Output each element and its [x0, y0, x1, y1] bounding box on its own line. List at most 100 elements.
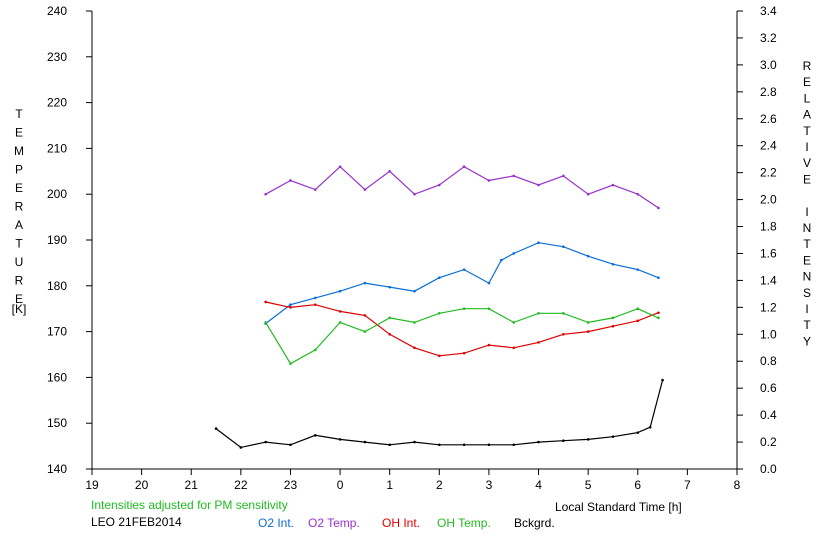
series-point [562, 311, 565, 315]
series-point [289, 303, 292, 306]
ylabel-right-char: R [803, 59, 812, 73]
x-tick-label: 19 [85, 478, 99, 492]
series-point [537, 241, 540, 244]
ylabel-right-char: Y [803, 334, 811, 348]
series-point [338, 289, 342, 293]
x-tick-label: 2 [436, 478, 443, 492]
series-point [313, 188, 317, 191]
plot-area: 19 20 21 22 23 0 1 2 3 4 5 6 7 8 14015016017018019020… [47, 4, 777, 492]
x-tick-label: 1 [386, 478, 393, 492]
series-point [438, 311, 441, 315]
series-point [562, 332, 565, 336]
series-point [388, 316, 391, 320]
series-point [636, 307, 640, 311]
series-point [462, 268, 466, 271]
x-tick-label: 21 [185, 478, 199, 492]
y-tick-label: 160 [47, 370, 67, 384]
ylabel-right-char: I [805, 302, 808, 316]
series-point [388, 170, 391, 173]
station-label: LEO 21FEB2014 [91, 515, 182, 529]
series-point [338, 165, 342, 169]
series-point [462, 307, 466, 311]
y-tick-label: 230 [47, 50, 67, 64]
x-tick-label: 0 [337, 478, 344, 492]
series-point [512, 321, 516, 324]
y-tick-label: 220 [47, 96, 67, 110]
series-point [239, 446, 243, 449]
y-tick-label: 170 [47, 325, 67, 339]
y-tick-label: 240 [47, 4, 67, 18]
series-point [611, 316, 615, 320]
x-tick-label: 7 [684, 478, 691, 492]
series-point [487, 179, 491, 182]
series-point [462, 165, 466, 169]
ylabel-right-char: I [805, 140, 808, 154]
y2-tick-label: 1.8 [760, 220, 777, 234]
x-tick-label: 6 [634, 478, 641, 492]
y2-tick-label: 1.6 [760, 246, 777, 260]
legend-o2-int: O2 Int. [258, 516, 295, 530]
series-point [413, 346, 416, 350]
series-point [264, 321, 267, 324]
series-point [264, 300, 267, 304]
y2-tick-label: 3.4 [760, 4, 777, 18]
series-point [611, 435, 615, 438]
ylabel-left-char: A [15, 218, 23, 232]
series-point [657, 316, 660, 320]
series-line-2 [265, 301, 659, 357]
series-point [313, 296, 317, 300]
ylabel-left-char: E [15, 292, 23, 306]
ylabel-right-char: I [805, 205, 808, 219]
series-line-3 [265, 308, 659, 365]
ylabel-left-char: T [15, 107, 23, 121]
series-point [413, 289, 416, 293]
series-point [289, 443, 292, 447]
x-tick-label: 4 [535, 478, 542, 492]
series-point [636, 192, 640, 196]
series-point [388, 332, 391, 336]
series-point [214, 427, 218, 430]
series-point [611, 183, 615, 187]
ylabel-right-char: N [803, 270, 812, 284]
series-point [438, 443, 441, 447]
y2-tick-label: 0.4 [760, 408, 777, 422]
ylabel-right-char: T [803, 318, 811, 332]
series-point [487, 281, 491, 285]
y2-tick-label: 2.4 [760, 139, 777, 153]
series-line-0 [265, 242, 659, 324]
y2-tick-label: 3.2 [760, 31, 777, 45]
ylabel-left-char: T [15, 237, 23, 251]
series-point [462, 351, 466, 355]
series-point [313, 303, 317, 306]
x-ticks: 19 20 21 22 23 0 1 2 3 4 5 6 7 8 [85, 469, 741, 492]
ylabel-right-char: S [803, 286, 811, 300]
series-point [438, 354, 441, 358]
legend-oh-int: OH Int. [382, 516, 421, 530]
series-point [487, 307, 491, 311]
series-point [388, 285, 391, 289]
series-point [313, 434, 317, 437]
ylabel-right-char: N [803, 221, 812, 235]
series-layer [214, 165, 664, 449]
series-point [363, 188, 367, 191]
ylabel-right-char: E [803, 75, 811, 89]
series-point [537, 183, 540, 187]
x-tick-label: 3 [486, 478, 493, 492]
series-point [562, 174, 565, 178]
series-point [264, 192, 267, 196]
series-point [586, 192, 590, 196]
series-point [537, 341, 540, 344]
ylabel-left-char: R [15, 200, 24, 214]
series-point [636, 268, 640, 271]
y2-tick-label: 2.0 [760, 193, 777, 207]
series-point [289, 306, 292, 309]
y2-tick-label: 0.2 [760, 435, 777, 449]
y2-tick-label: 1.2 [760, 300, 777, 314]
series-point [512, 174, 516, 178]
series-point [363, 281, 367, 285]
series-point [537, 311, 540, 315]
series-point [438, 276, 441, 280]
series-point [289, 362, 292, 365]
x-tick-label: 22 [234, 478, 248, 492]
